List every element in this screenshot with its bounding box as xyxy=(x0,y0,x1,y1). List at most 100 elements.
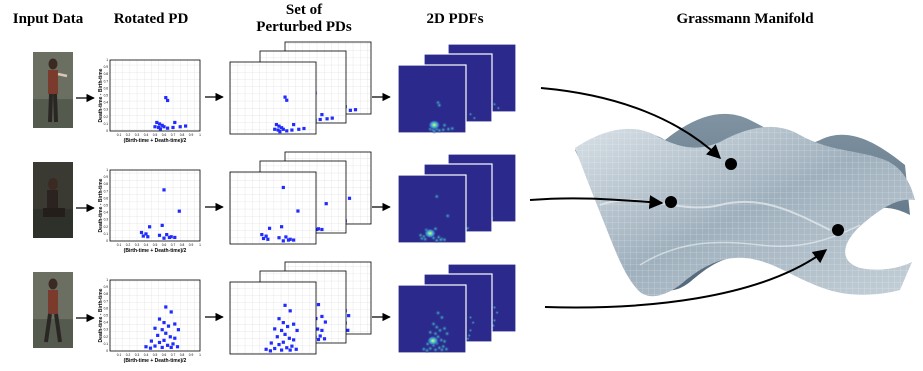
person-torso xyxy=(48,70,58,94)
person-legs xyxy=(44,313,62,343)
pdf-blob xyxy=(492,318,497,323)
pd-point xyxy=(141,234,145,238)
pd-frame xyxy=(109,279,201,352)
pd-point xyxy=(173,322,177,326)
pd-frame xyxy=(229,171,317,245)
pd-point xyxy=(273,327,277,331)
pdf-blob xyxy=(433,193,440,200)
pd-y-tick-label: 0.9 xyxy=(104,65,109,69)
pd-point xyxy=(292,322,296,326)
pd-x-tick-label: 0.1 xyxy=(117,353,122,357)
pd-point xyxy=(157,125,161,130)
pd-frame xyxy=(109,169,201,242)
pd-point xyxy=(292,238,296,242)
pd-point xyxy=(318,117,322,122)
pdf-blob xyxy=(472,115,477,121)
pd-y-tick-label: 0.8 xyxy=(104,182,109,186)
pd-x-tick-label: 0.6 xyxy=(162,243,167,247)
pd-x-tick-label: 0.7 xyxy=(171,133,176,137)
pdf-blob xyxy=(492,102,497,107)
pd-point xyxy=(177,209,181,213)
pdf-3 xyxy=(397,284,467,354)
pd-point xyxy=(290,128,294,132)
pd-x-tick-label: 0.8 xyxy=(180,133,185,137)
pd-point xyxy=(139,230,144,235)
pdf-blob xyxy=(494,310,500,315)
pd-y-tick-label: 0.8 xyxy=(104,292,109,296)
pd-point xyxy=(162,188,166,192)
pd-point xyxy=(175,345,180,349)
pd-y-tick-label: 0.7 xyxy=(104,79,109,83)
pd-point xyxy=(280,225,284,229)
pd-point xyxy=(285,129,289,133)
pd-point xyxy=(162,321,166,325)
pd-y-tick-label: 0.5 xyxy=(104,204,109,208)
pd-point xyxy=(149,339,153,343)
pd-point xyxy=(153,125,157,129)
pd-grid xyxy=(230,282,316,354)
pd-point xyxy=(316,302,321,307)
pd-x-tick-label: 1 xyxy=(199,243,201,247)
pd-y-tick-label: 0.9 xyxy=(104,285,109,289)
pd-y-tick-label: 0.6 xyxy=(104,86,109,90)
person-head xyxy=(48,178,58,190)
header-perturbed-line2: Perturbed PDs xyxy=(256,19,352,35)
manifold-ridge-2 xyxy=(639,224,861,266)
pd-point xyxy=(280,348,284,352)
arrow-to-manifold-1 xyxy=(540,87,722,159)
pdf-blob xyxy=(441,325,448,332)
pd-point xyxy=(320,227,324,232)
pd-point xyxy=(164,331,168,335)
pd-point xyxy=(171,342,175,346)
pd-point xyxy=(268,349,273,353)
arrows-layer xyxy=(529,87,828,309)
pd-y-tick-label: 0.7 xyxy=(104,189,109,193)
pd-point xyxy=(316,337,321,342)
pd-y-tick-label: 0.1 xyxy=(104,232,109,236)
pdf-blob xyxy=(443,346,450,353)
pdf-blob xyxy=(424,347,431,354)
pd-point xyxy=(278,130,282,134)
pd-grid xyxy=(110,170,200,241)
pd-point xyxy=(166,126,170,130)
pd-y-tick-label: 0.8 xyxy=(104,72,109,76)
pd-point xyxy=(158,127,162,131)
pd-point xyxy=(292,338,296,342)
pd-grid xyxy=(110,280,200,351)
pd-point xyxy=(294,347,298,351)
pd-point xyxy=(156,333,160,337)
person-legs xyxy=(48,93,58,123)
pdf-blob xyxy=(441,338,448,345)
pd-point xyxy=(157,122,162,126)
pd-point xyxy=(281,321,285,325)
pd-point xyxy=(267,226,272,230)
pd-point xyxy=(295,328,299,333)
pd-x-tick-label: 1 xyxy=(199,133,201,137)
perturbed-pd-3 xyxy=(229,61,317,135)
pd-point xyxy=(281,127,285,131)
pdf-blob xyxy=(438,346,445,353)
pd-x-tick-label: 0.2 xyxy=(126,243,131,247)
pd-point xyxy=(153,344,157,348)
pdf-blob xyxy=(444,212,451,219)
pd-x-tick-label: 0.9 xyxy=(189,353,194,357)
pd-point xyxy=(292,122,296,127)
pd-point xyxy=(144,345,148,349)
pd-y-tick-label: 0.6 xyxy=(104,196,109,200)
pd-ylabel: Death-time - Birth-time xyxy=(98,68,104,122)
pd-y-tick-label: 0.1 xyxy=(104,122,109,126)
pd-y-tick-label: 0 xyxy=(106,349,108,353)
manifold-point-1 xyxy=(725,158,737,170)
pd-y-tick-label: 1 xyxy=(106,168,108,172)
pd-x-tick-label: 1 xyxy=(199,353,201,357)
pd-point xyxy=(320,314,324,319)
pd-point xyxy=(297,127,301,131)
pd-point xyxy=(162,236,166,240)
header-grassmann-manifold: Grassmann Manifold xyxy=(676,11,814,27)
pd-grid xyxy=(230,172,316,244)
pd-point xyxy=(160,345,164,350)
pd-xlabel: (Birth-time + Death-time)/2 xyxy=(124,138,187,144)
pd-point xyxy=(264,234,268,238)
pd-point xyxy=(169,310,173,314)
pd-point xyxy=(323,320,327,324)
